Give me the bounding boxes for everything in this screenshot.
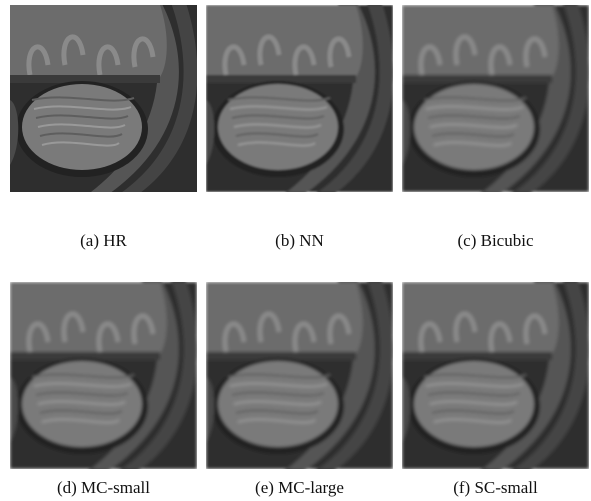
panel-caption: (b) NN — [275, 231, 324, 250]
image-content — [10, 277, 197, 477]
panel-image — [206, 277, 393, 477]
panel-caption: (c) Bicubic — [458, 231, 534, 250]
image-content — [402, 277, 589, 477]
figure: (a) HR (b) NN (c) Bicubic (d) MC-small (e) M… — [0, 0, 591, 501]
image-content — [402, 0, 589, 200]
image-content — [10, 0, 197, 200]
panel-image — [10, 0, 197, 200]
panel-image — [402, 0, 589, 200]
image-content — [206, 0, 393, 200]
panel-caption: (d) MC-small — [57, 478, 150, 497]
image-content — [206, 277, 393, 477]
panel-image — [206, 0, 393, 200]
panel-image — [402, 277, 589, 477]
panel-caption: (e) MC-large — [255, 478, 344, 497]
panel-caption: (a) HR — [80, 231, 127, 250]
panel-image — [10, 277, 197, 477]
panel-caption: (f) SC-small — [453, 478, 538, 497]
